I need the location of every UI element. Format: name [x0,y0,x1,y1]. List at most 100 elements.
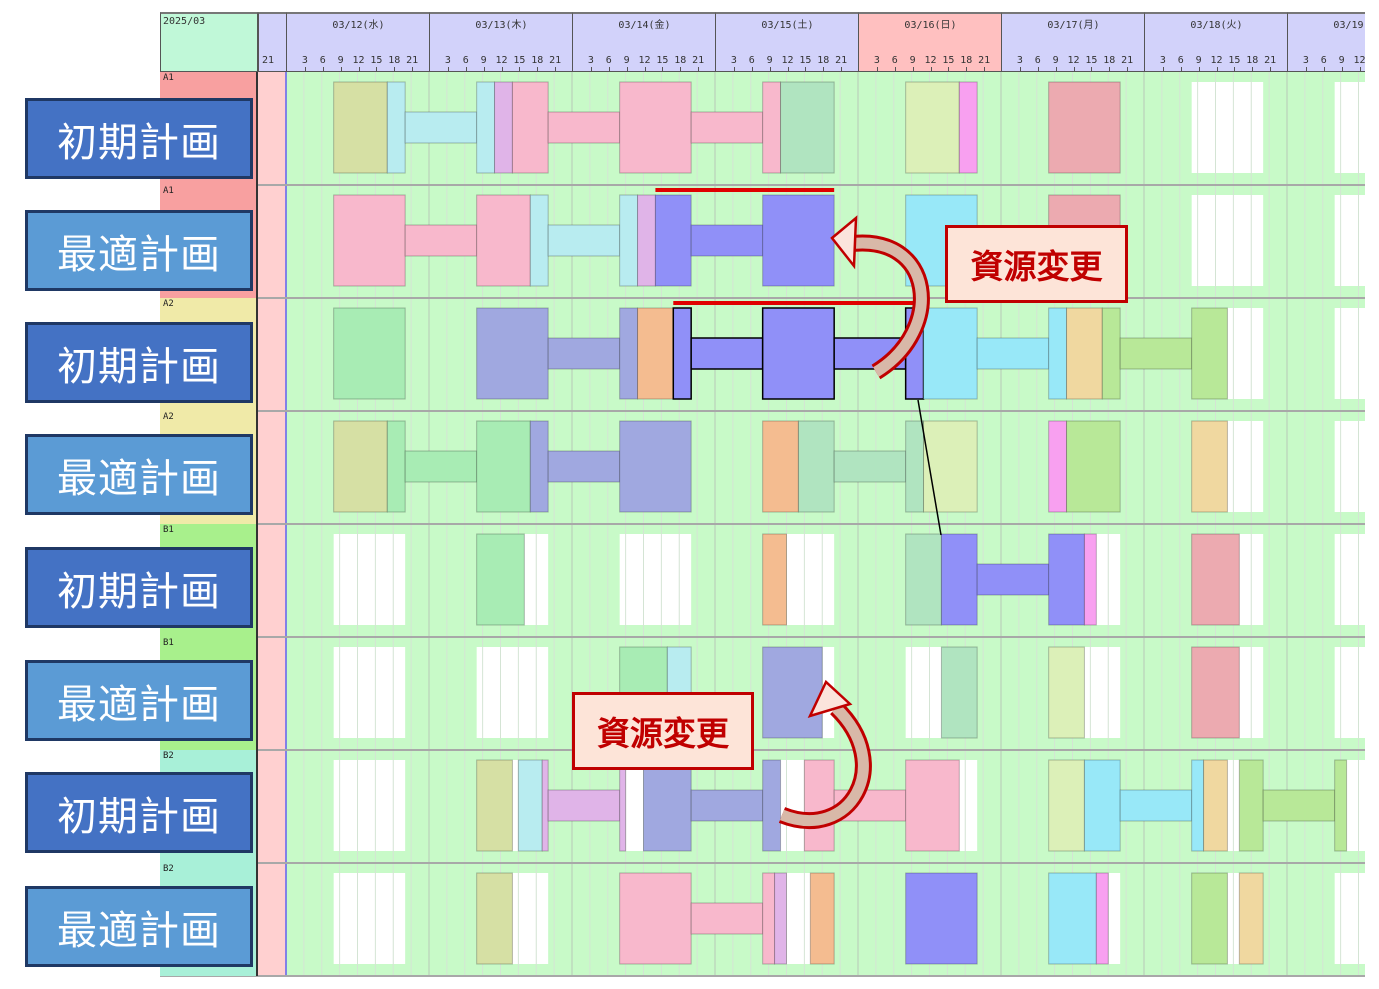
day-label: 03/18(火) [1190,20,1243,31]
free-window [1334,308,1365,399]
hour-tick: 15 [370,55,383,66]
hour-tick: 21 [406,55,419,66]
task-bar [619,81,692,174]
task-link [690,337,764,370]
arrow-head-icon [807,679,853,719]
day-label: 03/17(月) [1047,20,1100,31]
task-bar [940,533,978,626]
task-link [690,789,764,822]
hour-tick: 9 [1195,55,1202,66]
hour-tick: 9 [909,55,916,66]
task-bar [529,194,549,287]
free-window [1334,534,1365,625]
tick-mark [876,67,878,71]
plan-button-optimal[interactable]: 最適計画 [25,434,253,515]
task-link [404,111,478,144]
tick-mark [912,67,914,71]
plan-button-optimal[interactable]: 最適計画 [25,886,253,967]
day-header: 03/16(日) 3 6 9 12 15 18 21 [858,12,1001,72]
hour-tick: 3 [301,55,308,66]
plan-button-initial[interactable]: 初期計画 [25,547,253,628]
free-window [1334,82,1365,173]
tick-mark [787,67,789,71]
task-bar [386,81,406,174]
hour-tick: 3 [1159,55,1166,66]
tick-mark [1198,67,1200,71]
tick-mark [1127,67,1129,71]
hour-tick: 12 [352,55,365,66]
free-window [1191,82,1264,173]
task-link [404,224,478,257]
tick-mark [501,67,503,71]
tick-mark [930,67,932,71]
hour-tick: 21 [549,55,562,66]
tick-mark [483,67,485,71]
hour-tick: 21 [1121,55,1134,66]
tick-mark [1019,67,1021,71]
task-bar [1048,533,1085,626]
hour-tick: 21 [978,55,991,66]
task-bar [780,81,835,174]
tick-mark [412,67,414,71]
task-bar [1048,872,1097,965]
plan-button-optimal[interactable]: 最適計画 [25,210,253,291]
hour-tick: 12 [495,55,508,66]
plan-button-initial[interactable]: 初期計画 [25,772,253,853]
task-bar [1191,872,1228,965]
tick-mark [1216,67,1218,71]
task-bar [762,646,823,739]
task-bar [619,872,692,965]
tick-mark [555,67,557,71]
task-bar [958,81,978,174]
tick-mark [537,67,539,71]
task-bar [905,81,960,174]
hour-tick: 6 [748,55,755,66]
arrow-head-icon [830,215,858,270]
day-header: 03/14(金) 3 6 9 12 15 18 21 [572,12,715,72]
tick-mark [1270,67,1272,71]
tick-mark [823,67,825,71]
task-bar [774,872,787,965]
task-bar [333,81,388,174]
hour-tick: 18 [1246,55,1259,66]
hour-tick: 18 [1103,55,1116,66]
task-bar [476,194,531,287]
hour-tick: 9 [623,55,630,66]
task-bar [923,420,978,513]
task-link [690,224,764,257]
task-bar [1048,420,1068,513]
task-link [547,789,621,822]
tick-mark [590,67,592,71]
hour-tick: 15 [942,55,955,66]
task-bar [1083,533,1097,626]
task-bar [762,81,782,174]
plan-button-optimal[interactable]: 最適計画 [25,660,253,741]
plan-button-initial[interactable]: 初期計画 [25,98,253,179]
task-bar [797,420,835,513]
task-bar [476,759,513,852]
task-bar [529,420,549,513]
task-bar [923,307,978,400]
task-bar [1095,872,1109,965]
task-bar [619,307,639,400]
task-bar [905,759,960,852]
changed-resource-highlight [655,188,835,192]
tick-mark [1073,67,1075,71]
task-bar [476,81,496,174]
task-bar [905,533,942,626]
tick-mark [626,67,628,71]
tick-mark [751,67,753,71]
hour-tick: 3 [587,55,594,66]
tick-mark [608,67,610,71]
task-link [1119,789,1193,822]
task-bar [1334,759,1348,852]
task-bar [905,872,978,965]
hour-tick: 21 [835,55,848,66]
task-link [1262,789,1336,822]
tick-mark [394,67,396,71]
task-bar [672,307,692,400]
task-bar [1203,759,1228,852]
plan-button-initial[interactable]: 初期計画 [25,322,253,403]
task-bar [637,307,674,400]
tick-mark [894,67,896,71]
